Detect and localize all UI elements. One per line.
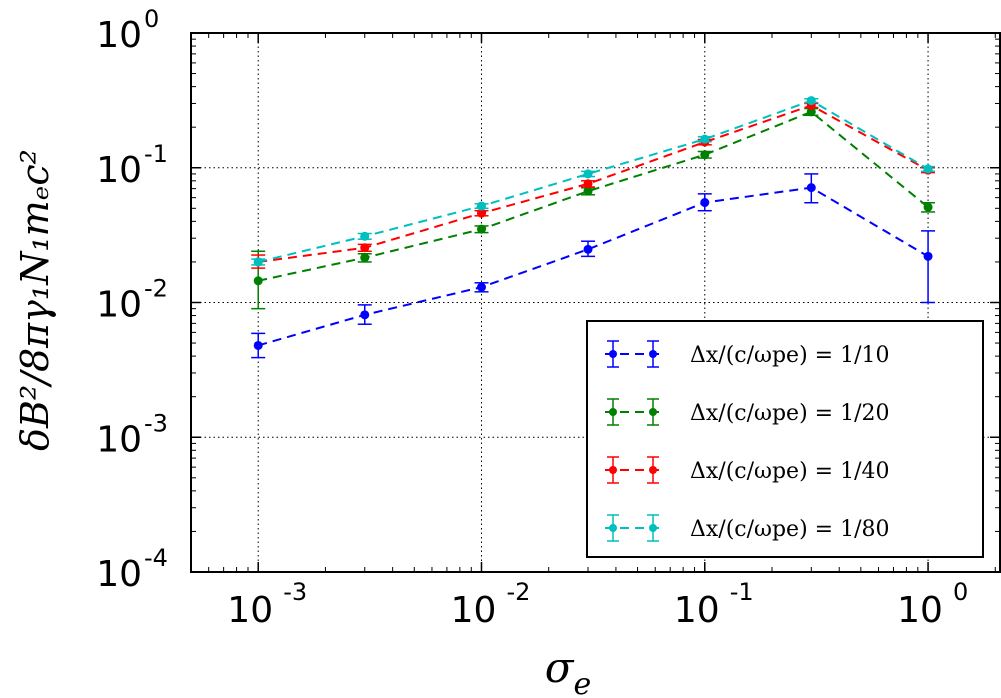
data-point: [476, 224, 486, 234]
x-axis-label-symbol: σ: [545, 643, 575, 692]
data-point: [923, 251, 933, 261]
data-point: [476, 282, 486, 292]
x-tick-label: 10 0: [897, 578, 968, 631]
data-point: [700, 150, 710, 160]
x-tick-base: 10: [451, 590, 497, 631]
legend-items: Δx/(c/ωpe) = 1/10 Δx/(c/ωpe) = 1/20 Δx/(c/…: [605, 340, 889, 542]
data-point: [583, 244, 593, 254]
data-point: [583, 186, 593, 196]
data-point: [923, 202, 933, 212]
x-tick-label: 10 -3: [227, 578, 307, 631]
x-axis-label-subscript: e: [573, 667, 591, 698]
x-tick-exponent: -3: [283, 578, 307, 606]
legend-label: Δx/(c/ωpe) = 1/80: [690, 517, 889, 542]
y-tick-label: 10 -1: [96, 140, 168, 191]
legend-marker: [649, 350, 657, 358]
legend-marker: [649, 408, 657, 416]
data-point: [806, 183, 816, 193]
y-tick-base: 10: [96, 554, 142, 595]
data-point: [700, 198, 710, 208]
legend-label: Δx/(c/ωpe) = 1/40: [690, 459, 889, 484]
legend-marker: [609, 350, 617, 358]
legend-marker: [649, 524, 657, 532]
data-point: [253, 340, 263, 350]
y-axis-label: δB²/8πγ₁N₁mₑc²: [13, 149, 57, 451]
y-tick-exponent: 0: [144, 5, 159, 33]
x-tick-label: 10 -1: [674, 578, 754, 631]
legend-label: Δx/(c/ωpe) = 1/20: [690, 401, 889, 426]
y-tick-base: 10: [96, 419, 142, 460]
data-point: [700, 134, 710, 144]
x-axis-label: σe: [545, 643, 591, 698]
data-point: [806, 96, 816, 106]
y-tick-label: 10 -3: [96, 409, 168, 460]
y-tick-base: 10: [96, 285, 142, 326]
data-point: [253, 276, 263, 286]
legend-item-4: Δx/(c/ωpe) = 1/80: [605, 514, 889, 542]
x-tick-exponent: -2: [506, 578, 530, 606]
data-point: [923, 164, 933, 174]
y-tick-exponent: -3: [144, 409, 168, 437]
x-tick-exponent: 0: [953, 578, 968, 606]
legend-marker: [609, 408, 617, 416]
legend-item-2: Δx/(c/ωpe) = 1/20: [605, 398, 889, 426]
data-point: [476, 201, 486, 211]
y-tick-exponent: -2: [144, 275, 168, 303]
ticks: [191, 32, 1000, 573]
legend-label: Δx/(c/ωpe) = 1/10: [690, 343, 889, 368]
x-tick-base: 10: [227, 590, 273, 631]
data-point: [253, 257, 263, 267]
data-point: [360, 310, 370, 320]
x-tick-label: 10 -2: [451, 578, 531, 631]
series-layer: [251, 96, 936, 359]
data-point: [360, 243, 370, 253]
y-tick-label: 10 -4: [96, 544, 168, 595]
data-point: [360, 253, 370, 263]
x-tick-base: 10: [674, 590, 720, 631]
series-1: [251, 173, 936, 359]
y-tick-label: 10 0: [96, 5, 159, 56]
x-tick-base: 10: [897, 590, 943, 631]
y-tick-base: 10: [96, 15, 142, 56]
tick-labels: 10 -3 10 -2 10 -1 10 010 -410 -310 -210 -110 0: [96, 5, 968, 631]
legend-marker: [609, 524, 617, 532]
legend: Δx/(c/ωpe) = 1/10 Δx/(c/ωpe) = 1/20 Δx/(c/…: [586, 320, 984, 558]
y-tick-exponent: -4: [144, 544, 168, 572]
legend-item-3: Δx/(c/ωpe) = 1/40: [605, 456, 889, 484]
y-tick-label: 10 -2: [96, 275, 168, 326]
x-tick-exponent: -1: [730, 578, 754, 606]
data-point: [583, 169, 593, 179]
legend-marker: [649, 466, 657, 474]
data-point: [360, 231, 370, 241]
y-tick-exponent: -1: [144, 140, 168, 168]
legend-marker: [609, 466, 617, 474]
y-tick-base: 10: [96, 150, 142, 191]
legend-item-1: Δx/(c/ωpe) = 1/10: [605, 340, 889, 368]
data-point: [583, 179, 593, 189]
series-4: [251, 96, 936, 267]
